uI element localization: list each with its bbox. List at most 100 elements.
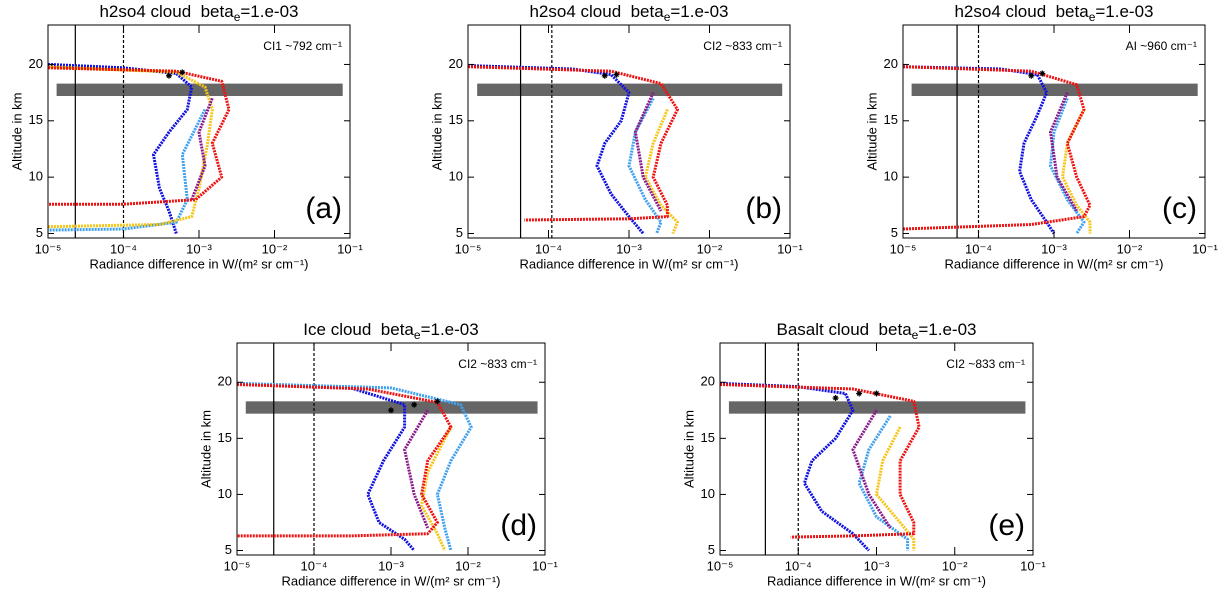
y-tick-label: 10 <box>884 169 898 184</box>
radiance-curve <box>857 415 910 551</box>
panel-label: (b) <box>745 192 782 225</box>
radiance-curve <box>633 91 663 212</box>
x-axis-label: Radiance difference in W/(m² sr cm⁻¹) <box>944 256 1163 271</box>
cloud-band <box>477 83 783 96</box>
panel-label: (d) <box>500 509 537 542</box>
radiance-curve <box>48 65 214 229</box>
y-axis-label: Altitude in km <box>198 410 213 488</box>
radiance-curve <box>903 65 1056 235</box>
cloud-band <box>728 401 1026 414</box>
y-tick-label: 15 <box>29 112 43 127</box>
x-tick-label: 10⁻³ <box>186 241 212 256</box>
y-tick-label: 15 <box>884 112 898 127</box>
x-tick-label: 10⁻⁵ <box>455 241 482 256</box>
x-axis-label: Radiance difference in W/(m² sr cm⁻¹) <box>89 256 308 271</box>
axes-frame <box>236 342 546 556</box>
title-part: =1.e-03 <box>1095 2 1153 21</box>
x-tick-label: 10⁻³ <box>378 558 404 573</box>
radiance-curve <box>1049 97 1086 235</box>
y-tick-label: 20 <box>218 374 232 389</box>
radiance-curve <box>1049 92 1078 212</box>
plot-area <box>237 343 538 555</box>
wavenumber-note: CI2 ~833 cm⁻¹ <box>703 39 782 53</box>
title-part: =1.e-03 <box>240 2 298 21</box>
y-tick-label: 10 <box>449 169 463 184</box>
star-marker <box>873 390 880 397</box>
y-tick-label: 5 <box>36 225 43 240</box>
wavenumber-note: CI2 ~833 cm⁻¹ <box>946 357 1025 371</box>
cloud-band <box>911 83 1198 96</box>
panel-title: Ice cloud betae=1.e-03 <box>303 320 478 342</box>
plot-area <box>48 25 343 238</box>
radiance-curve <box>237 383 453 538</box>
panel-title: h2so4 cloud betae=1.e-03 <box>529 2 728 24</box>
x-tick-label: 10⁻¹ <box>1192 241 1218 256</box>
cloud-band <box>56 83 343 96</box>
x-tick-label: 10⁻² <box>262 241 288 256</box>
star-marker <box>832 394 839 401</box>
radiance-curve <box>190 97 214 201</box>
radiance-curve <box>420 426 453 552</box>
y-tick-label: 10 <box>701 486 715 501</box>
x-tick-label: 10⁻⁴ <box>301 558 328 573</box>
x-tick-label: 10⁻⁴ <box>965 241 992 256</box>
panel-title: Basalt cloud betae=1.e-03 <box>777 320 977 342</box>
panel-title: h2so4 cloud betae=1.e-03 <box>954 2 1153 24</box>
star-marker <box>613 71 620 78</box>
star-marker <box>601 72 608 79</box>
wavenumber-note: AI ~960 cm⁻¹ <box>1126 39 1197 53</box>
radiance-curve <box>403 409 430 529</box>
title-part: =1.e-03 <box>918 320 976 339</box>
radiance-curve <box>851 409 892 529</box>
axes-frame <box>719 342 1034 556</box>
x-tick-label: 10⁻² <box>455 558 481 573</box>
plot-area <box>468 25 783 238</box>
panel-label: (c) <box>1162 192 1197 225</box>
y-tick-label: 20 <box>449 56 463 71</box>
x-tick-label: 10⁻⁵ <box>890 241 917 256</box>
title-part: h2so4 cloud beta <box>529 2 664 21</box>
radiance-curve <box>643 108 679 235</box>
radiance-curve <box>875 426 916 551</box>
radiance-curve <box>237 381 473 551</box>
y-tick-label: 10 <box>218 486 232 501</box>
plot-area <box>720 343 1026 555</box>
x-tick-label: 10⁻¹ <box>337 241 363 256</box>
star-marker <box>388 407 394 414</box>
x-tick-label: 10⁻¹ <box>532 558 558 573</box>
radiance-curve <box>720 381 870 552</box>
star-marker <box>434 398 441 405</box>
star-marker <box>856 390 863 397</box>
radiance-curve <box>903 65 1092 231</box>
wavenumber-note: CI1 ~792 cm⁻¹ <box>263 39 342 53</box>
x-tick-label: 10⁻⁴ <box>535 241 562 256</box>
radiance-curve <box>468 65 679 222</box>
star-marker <box>411 401 418 408</box>
x-tick-label: 10⁻⁵ <box>224 558 251 573</box>
title-part: e <box>234 10 241 24</box>
x-axis-label: Radiance difference in W/(m² sr cm⁻¹) <box>281 573 500 588</box>
title-part: h2so4 cloud beta <box>99 2 234 21</box>
title-part: e <box>414 328 421 342</box>
radiance-curve <box>48 108 207 232</box>
y-tick-label: 20 <box>884 56 898 71</box>
y-tick-label: 20 <box>29 56 43 71</box>
title-part: =1.e-03 <box>670 2 728 21</box>
x-axis-label: Radiance difference in W/(m² sr cm⁻¹) <box>767 573 986 588</box>
radiance-curve <box>48 66 231 206</box>
y-tick-label: 15 <box>449 112 463 127</box>
y-tick-label: 20 <box>701 374 715 389</box>
x-tick-label: 10⁻⁵ <box>707 558 734 573</box>
x-tick-label: 10⁻² <box>942 558 968 573</box>
x-tick-label: 10⁻³ <box>616 241 642 256</box>
y-tick-label: 5 <box>708 542 715 557</box>
title-part: e <box>664 10 671 24</box>
y-tick-label: 15 <box>218 430 232 445</box>
panel-title: h2so4 cloud betae=1.e-03 <box>99 2 298 24</box>
star-marker <box>1039 70 1046 77</box>
x-tick-label: 10⁻³ <box>1041 241 1067 256</box>
x-tick-label: 10⁻⁴ <box>785 558 812 573</box>
radiance-curve <box>1061 108 1092 234</box>
x-tick-label: 10⁻² <box>1117 241 1143 256</box>
